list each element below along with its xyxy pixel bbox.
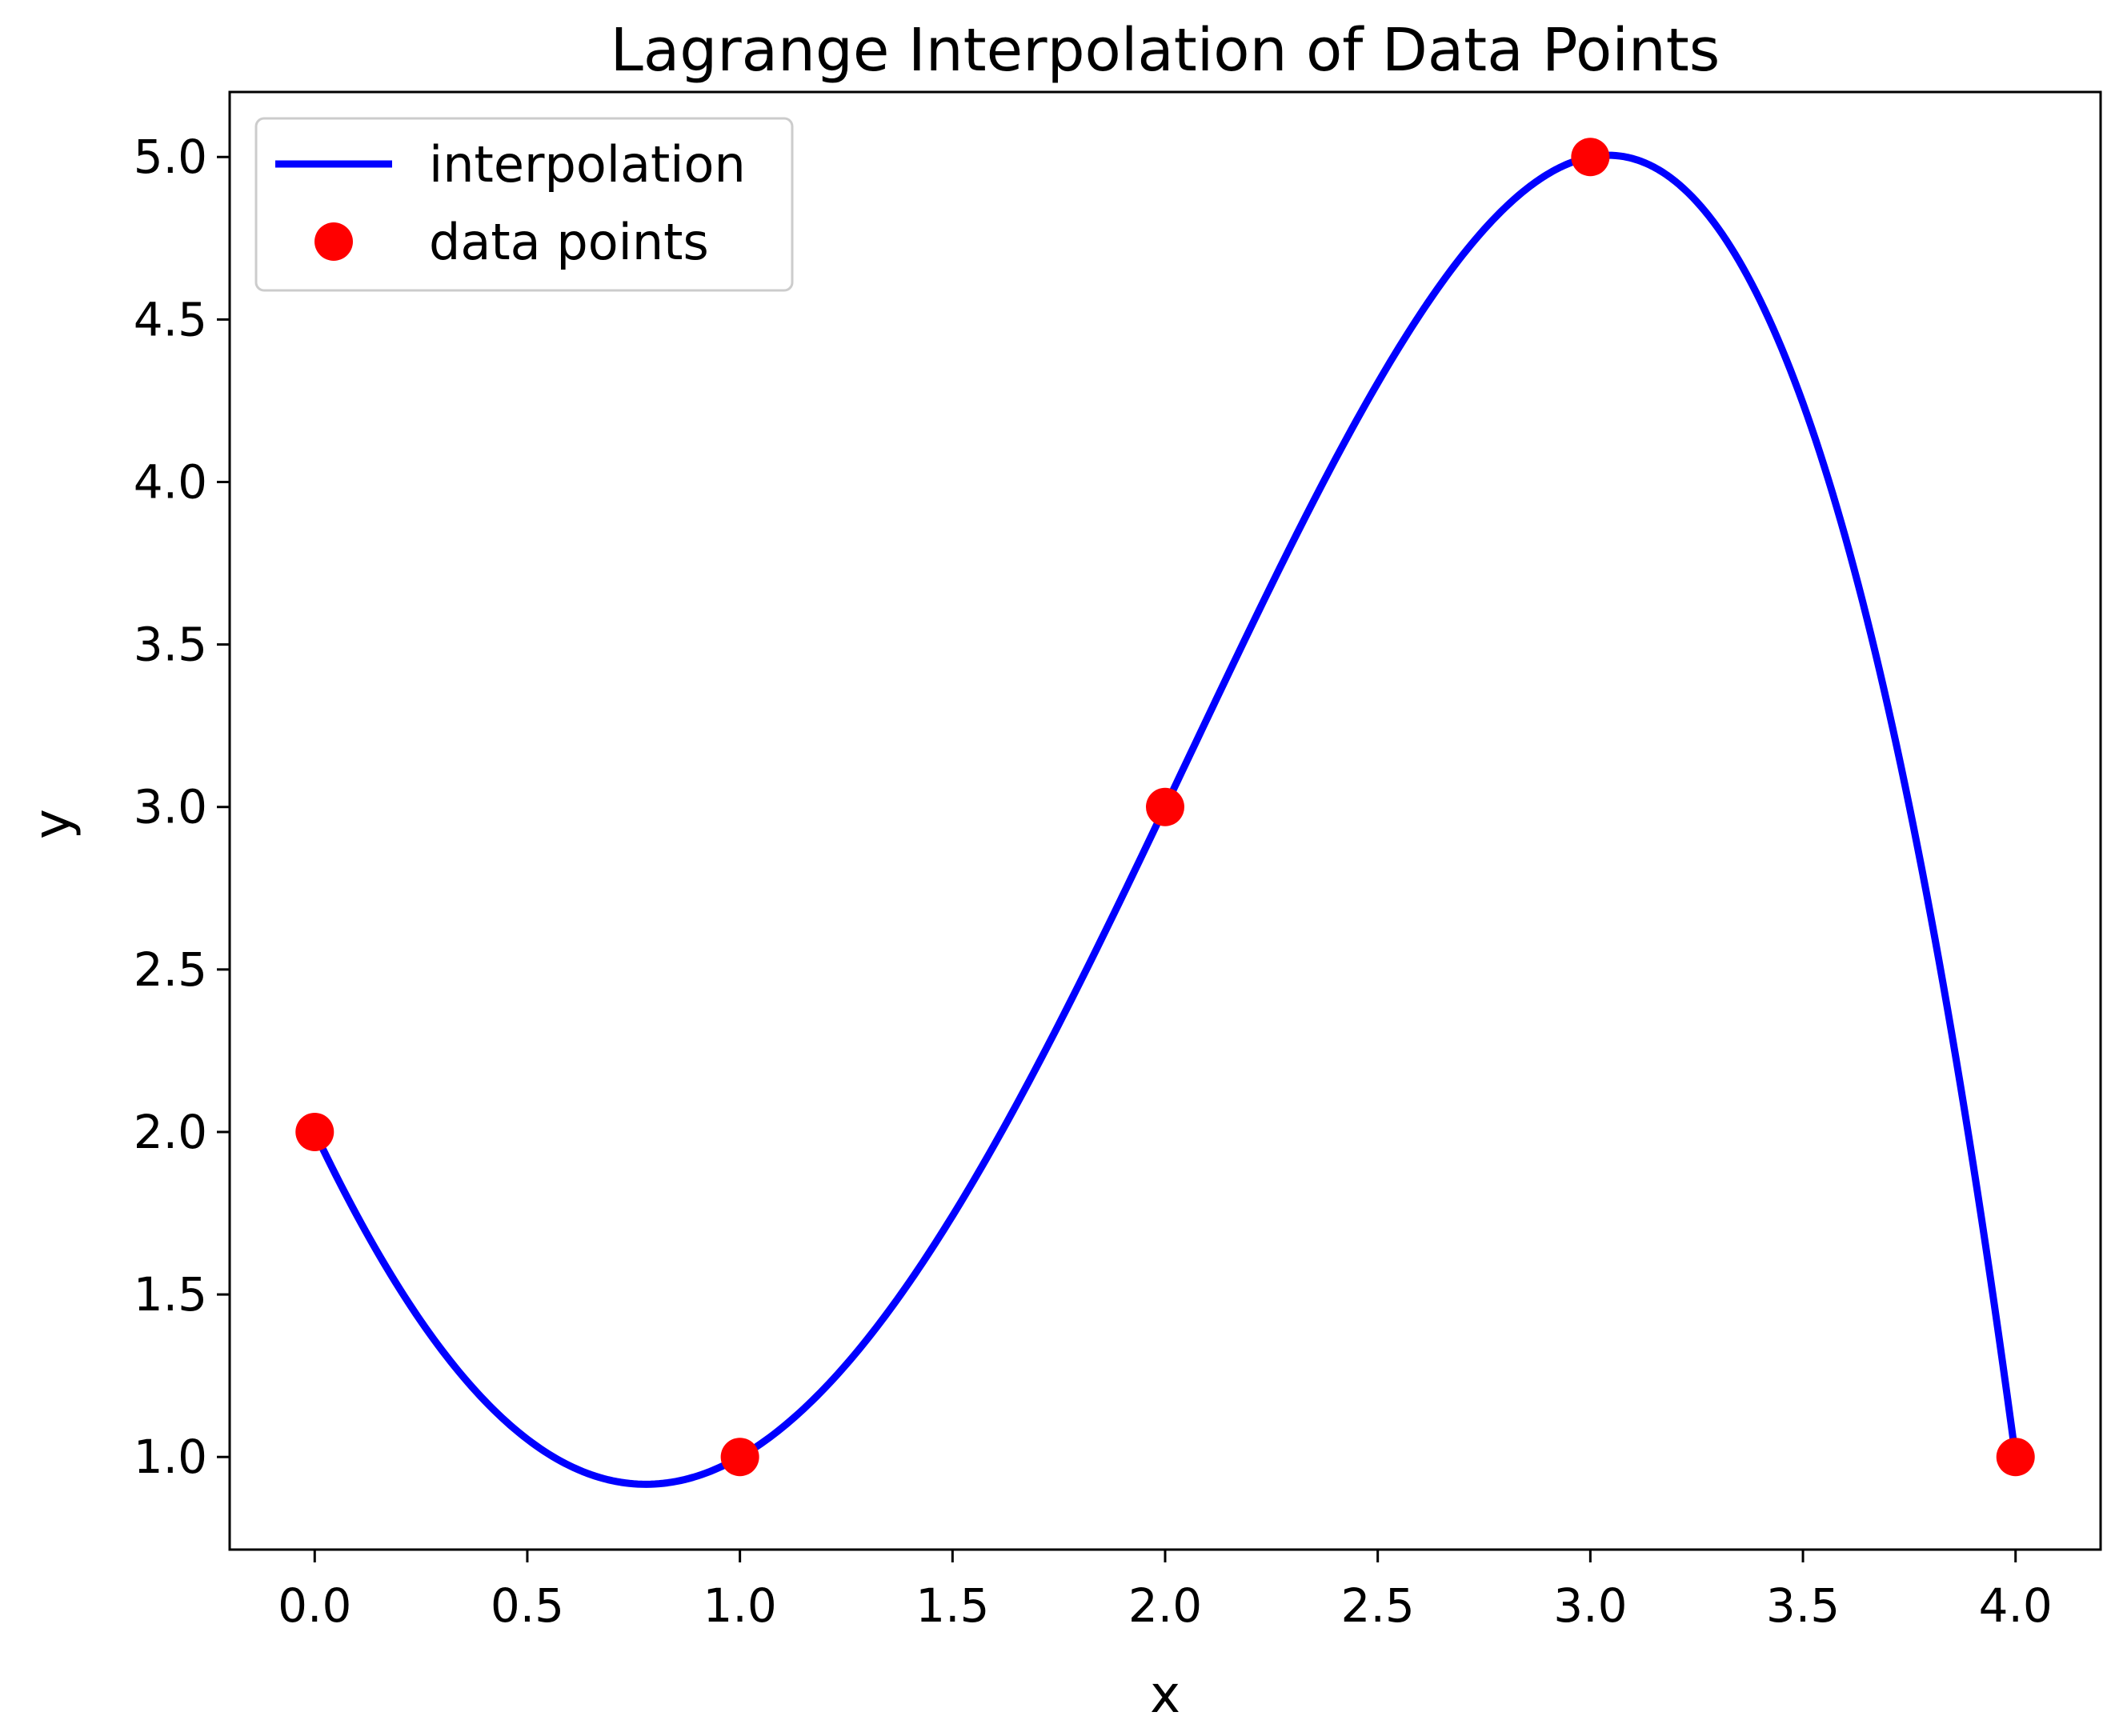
data-point [1146,787,1184,826]
data-points-series [295,138,2035,1477]
data-point [1571,138,1610,177]
legend: interpolation data points [254,117,794,292]
x-tick-label: 1.5 [915,1578,989,1633]
y-tick-label: 3.0 [134,780,207,834]
x-tick-label: 1.0 [703,1578,777,1633]
x-tick-label: 4.0 [1979,1578,2053,1633]
legend-marker-swatch [314,222,353,261]
x-axis-label: x [1150,1666,1180,1725]
x-tick-label: 0.0 [278,1578,351,1633]
x-axis-ticks: 0.0 0.5 1.0 1.5 2.0 2.5 3.0 3.5 4.0 [278,1550,2053,1633]
y-axis-ticks: 1.0 1.5 2.0 2.5 3.0 3.5 4.0 4.5 5.0 [134,130,230,1484]
y-tick-label: 2.5 [134,942,207,997]
chart-title: Lagrange Interpolation of Data Points [611,16,1720,85]
y-tick-label: 4.0 [134,454,207,509]
data-point [295,1112,334,1151]
y-tick-label: 4.5 [134,292,207,346]
plot-frame [228,90,2102,1551]
x-tick-label: 2.5 [1341,1578,1415,1633]
x-tick-label: 2.0 [1128,1578,1202,1633]
y-tick-label: 1.0 [134,1430,207,1484]
y-tick-label: 1.5 [134,1267,207,1322]
y-axis-label: y [23,809,82,839]
y-tick-label: 3.5 [134,618,207,672]
data-point [720,1438,759,1477]
x-tick-label: 3.5 [1766,1578,1840,1633]
data-point [1996,1438,2035,1477]
x-tick-label: 0.5 [491,1578,564,1633]
legend-label-interpolation: interpolation [429,135,746,194]
y-tick-label: 5.0 [134,130,207,184]
y-tick-label: 2.0 [134,1105,207,1159]
x-tick-label: 3.0 [1553,1578,1627,1633]
legend-label-data-points: data points [429,213,709,271]
